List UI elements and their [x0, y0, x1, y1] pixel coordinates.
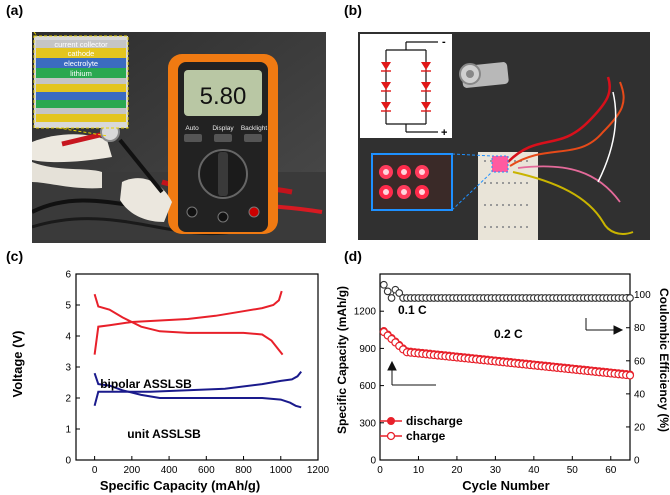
x-tick-label-d: 60 [605, 465, 617, 476]
y-tick-label-d: 1200 [354, 307, 377, 318]
y-tick-label-c: 4 [65, 332, 71, 343]
x-tick-label-d: 40 [528, 465, 540, 476]
y-axis-label-c: Voltage (V) [10, 331, 25, 398]
y-tick-label-d: 900 [359, 344, 376, 355]
y-tick-label-right-d: 0 [634, 456, 640, 467]
x-axis-label-d: Cycle Number [462, 478, 549, 493]
plot-frame-d [379, 273, 631, 461]
chart-voltage-profile: 0 200 400 600 800 1000 1200 0 1 2 3 4 5 6 bipolar ASS… [10, 270, 330, 494]
annotation-0-1c: 0.1 C [398, 303, 427, 317]
terminal-plus: + [441, 127, 447, 139]
y-tick-label-c: 5 [65, 301, 71, 312]
circuit-diagram: - + [360, 34, 452, 139]
point-ce [387, 294, 396, 302]
panel-label-c: (c) [6, 248, 24, 264]
photo-multimeter: 5.80 Auto Display Backlight current coll… [32, 32, 326, 243]
layer-label-lithium: lithium [70, 69, 92, 78]
arrow-right [585, 318, 624, 335]
y-tick-label-right-d: 60 [634, 356, 646, 367]
y-tick-label-c: 1 [65, 425, 71, 436]
y-tick-label-c: 0 [65, 456, 71, 467]
y-tick-label-right-d: 20 [634, 422, 646, 433]
legend-d: discharge charge [380, 414, 463, 443]
point-ce [383, 287, 392, 296]
y-axis-label-right-d: Coulombic Efficiency (%) [657, 288, 670, 432]
y-tick-label-c: 2 [65, 394, 71, 405]
series-line-discharge [93, 293, 284, 356]
series-line-discharge [93, 372, 302, 409]
breadboard [478, 152, 538, 240]
x-tick-label-d: 0 [377, 465, 383, 476]
panel-label-b: (b) [344, 2, 362, 18]
y-tick-label-right-d: 80 [634, 323, 646, 334]
meter-button-backlight: Backlight [241, 125, 268, 132]
x-tick-label-d: 10 [413, 465, 425, 476]
terminal-minus: - [442, 36, 446, 48]
y-tick-label-d: 600 [359, 381, 376, 392]
x-tick-label-c: 600 [198, 465, 215, 476]
x-axis-label-c: Specific Capacity (mAh/g) [100, 478, 260, 493]
annotation-bipolar: bipolar ASSLSB [100, 377, 192, 391]
layer-label-electrolyte: electrolyte [64, 59, 98, 68]
panel-label-a: (a) [6, 2, 24, 18]
x-tick-label-c: 0 [92, 465, 98, 476]
legend-charge: charge [406, 429, 446, 443]
series-line-charge [93, 290, 283, 355]
layer-label-cathode: cathode [68, 49, 95, 58]
chart-cycling: 0 10 20 30 40 50 6003006009001200020406080100 … [336, 273, 670, 493]
x-tick-label-c: 800 [235, 465, 252, 476]
y-tick-label-right-d: 40 [634, 389, 646, 400]
y-tick-label-c: 3 [65, 363, 71, 374]
arrow-left [387, 360, 436, 386]
annotation-unit: unit ASSLSB [127, 427, 201, 441]
point-charge [625, 371, 635, 380]
legend-discharge: discharge [406, 414, 463, 428]
annotation-0-2c: 0.2 C [494, 327, 523, 341]
photo-led-circuit: - + [358, 32, 650, 240]
y-tick-label-d: 0 [370, 456, 376, 467]
point-ce [395, 289, 404, 297]
x-tick-label-d: 20 [451, 465, 463, 476]
multimeter: 5.80 Auto Display Backlight [168, 54, 278, 234]
x-tick-label-c: 200 [124, 465, 141, 476]
x-tick-label-c: 1200 [307, 465, 330, 476]
point-ce [379, 280, 388, 289]
meter-button-display: Display [212, 125, 234, 132]
meter-button-auto: Auto [185, 125, 199, 132]
series-line-charge [93, 370, 302, 407]
panel-label-d: (d) [344, 248, 362, 264]
layer-label-current-collector: current collector [54, 40, 108, 49]
x-tick-label-d: 50 [567, 465, 579, 476]
y-tick-label-c: 6 [65, 270, 71, 281]
x-tick-label-c: 1000 [270, 465, 293, 476]
layer-stack-inset: current collector cathode electrolyte li… [33, 35, 129, 129]
x-tick-label-d: 30 [490, 465, 502, 476]
meter-reading: 5.80 [200, 83, 247, 110]
y-tick-label-d: 300 [359, 418, 376, 429]
x-tick-label-c: 400 [161, 465, 178, 476]
y-axis-label-d: Specific Capacity (mAh/g) [336, 286, 349, 434]
led-zoom-inset [371, 153, 509, 211]
y-tick-label-right-d: 100 [634, 290, 651, 301]
point-ce [626, 294, 634, 302]
